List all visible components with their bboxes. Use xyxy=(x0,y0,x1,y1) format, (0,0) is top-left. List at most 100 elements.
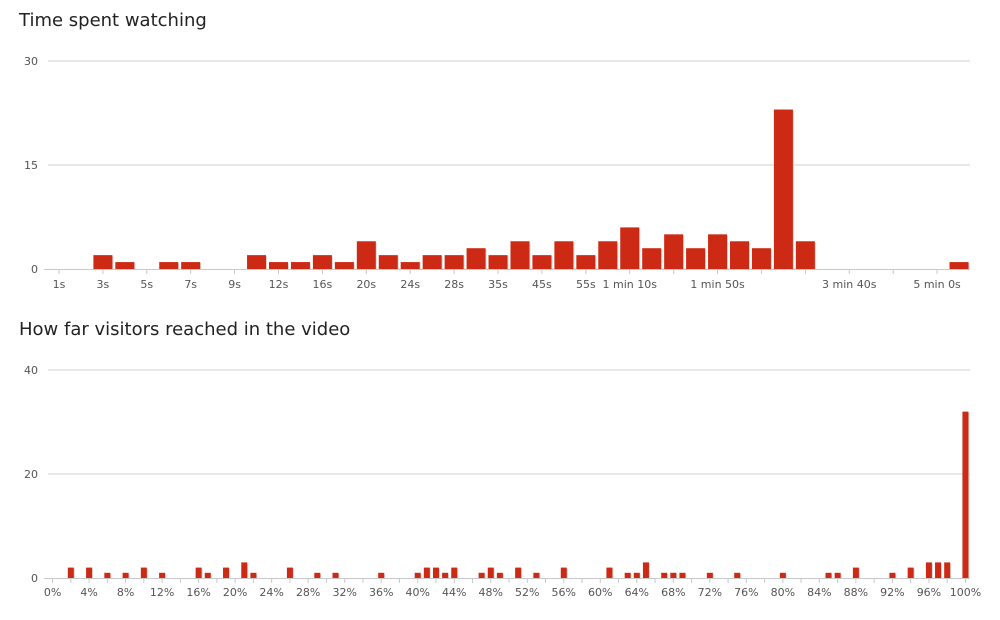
bar xyxy=(334,262,354,269)
bar xyxy=(834,572,841,578)
y-tick-label: 20 xyxy=(24,468,38,481)
x-tick-label: 84% xyxy=(807,586,831,599)
chart-title-how-far: How far visitors reached in the video xyxy=(19,319,351,340)
bar xyxy=(889,572,896,578)
bar xyxy=(414,572,421,578)
x-tick-label: 96% xyxy=(917,586,941,599)
bar xyxy=(515,567,522,578)
x-tick-label: 20% xyxy=(223,586,247,599)
bar xyxy=(195,567,202,578)
bar xyxy=(554,241,574,269)
x-tick-label: 1 min 50s xyxy=(690,278,745,291)
x-tick-label: 55s xyxy=(576,278,596,291)
bar xyxy=(223,567,230,578)
x-tick-label: 3s xyxy=(97,278,110,291)
bar xyxy=(140,567,147,578)
x-tick-label: 76% xyxy=(734,586,758,599)
bar xyxy=(487,567,494,578)
bar xyxy=(247,255,267,269)
x-tick-label: 7s xyxy=(184,278,197,291)
bar xyxy=(314,572,321,578)
bar xyxy=(730,241,749,269)
y-tick-label: 15 xyxy=(24,159,38,172)
x-tick-label: 12% xyxy=(150,586,174,599)
bar xyxy=(400,262,420,269)
bar xyxy=(104,572,111,578)
bar xyxy=(466,248,486,269)
x-tick-label: 5 min 0s xyxy=(913,278,961,291)
bar xyxy=(795,241,815,269)
x-tick-label: 12s xyxy=(269,278,289,291)
x-tick-label: 80% xyxy=(771,586,795,599)
bar xyxy=(708,234,728,269)
time-spent-chart: 0 15 30 1s 3s 5s 7s 9s 12s 16s 20s 24s 28s 35s 45s 55s 1… xyxy=(24,55,970,291)
bar xyxy=(925,562,932,578)
bar xyxy=(67,567,74,578)
bar xyxy=(642,248,662,269)
bar xyxy=(488,255,508,269)
bar xyxy=(734,572,741,578)
bar xyxy=(378,255,398,269)
bar xyxy=(250,572,257,578)
bar xyxy=(290,262,310,269)
x-tick-label: 1s xyxy=(53,278,66,291)
x-tick-label: 64% xyxy=(625,586,649,599)
bar xyxy=(93,255,113,269)
bar xyxy=(852,567,859,578)
x-tick-label: 60% xyxy=(588,586,612,599)
x-tick-label: 44% xyxy=(442,586,466,599)
bar xyxy=(312,255,332,269)
y-tick-label: 30 xyxy=(24,55,38,68)
y-tick-label: 0 xyxy=(31,263,38,276)
bar xyxy=(633,572,640,578)
bar xyxy=(533,572,540,578)
bar xyxy=(825,572,832,578)
x-tick-label: 9s xyxy=(228,278,241,291)
bar xyxy=(451,567,458,578)
x-tick-label: 8% xyxy=(117,586,134,599)
bar xyxy=(378,572,385,578)
bar xyxy=(444,255,464,269)
bar xyxy=(962,411,969,578)
bar xyxy=(606,567,613,578)
bar xyxy=(560,567,567,578)
x-tick-label: 48% xyxy=(479,586,503,599)
x-tick-label: 36% xyxy=(369,586,393,599)
x-tick-label: 92% xyxy=(880,586,904,599)
x-tick-label: 1 min 10s xyxy=(603,278,658,291)
bar xyxy=(356,241,376,269)
x-tick-label: 68% xyxy=(661,586,685,599)
bar xyxy=(478,572,485,578)
bar xyxy=(935,562,942,578)
bar xyxy=(664,234,684,269)
x-tick-label: 56% xyxy=(552,586,576,599)
bar xyxy=(576,255,596,269)
bar xyxy=(510,241,530,269)
x-tick-label: 72% xyxy=(698,586,722,599)
bar xyxy=(115,262,135,269)
bar xyxy=(422,255,442,269)
bar xyxy=(204,572,211,578)
x-tick-label: 16% xyxy=(186,586,210,599)
x-tick-label: 100% xyxy=(950,586,981,599)
x-tick-label: 32% xyxy=(332,586,356,599)
chart-title-time-spent: Time spent watching xyxy=(19,10,207,31)
bar xyxy=(751,248,771,269)
bar xyxy=(159,572,166,578)
bar xyxy=(181,262,201,269)
x-tick-label: 28% xyxy=(296,586,320,599)
x-tick-label: 5s xyxy=(140,278,153,291)
bar xyxy=(286,567,293,578)
x-tick-label: 52% xyxy=(515,586,539,599)
x-tick-label: 16s xyxy=(313,278,333,291)
bar xyxy=(332,572,339,578)
bar xyxy=(269,262,288,269)
bar xyxy=(907,567,914,578)
bar xyxy=(949,262,969,269)
bar xyxy=(620,227,640,269)
bar xyxy=(496,572,503,578)
bar xyxy=(122,572,129,578)
bar xyxy=(598,241,618,269)
bar xyxy=(86,567,93,578)
bar xyxy=(679,572,686,578)
